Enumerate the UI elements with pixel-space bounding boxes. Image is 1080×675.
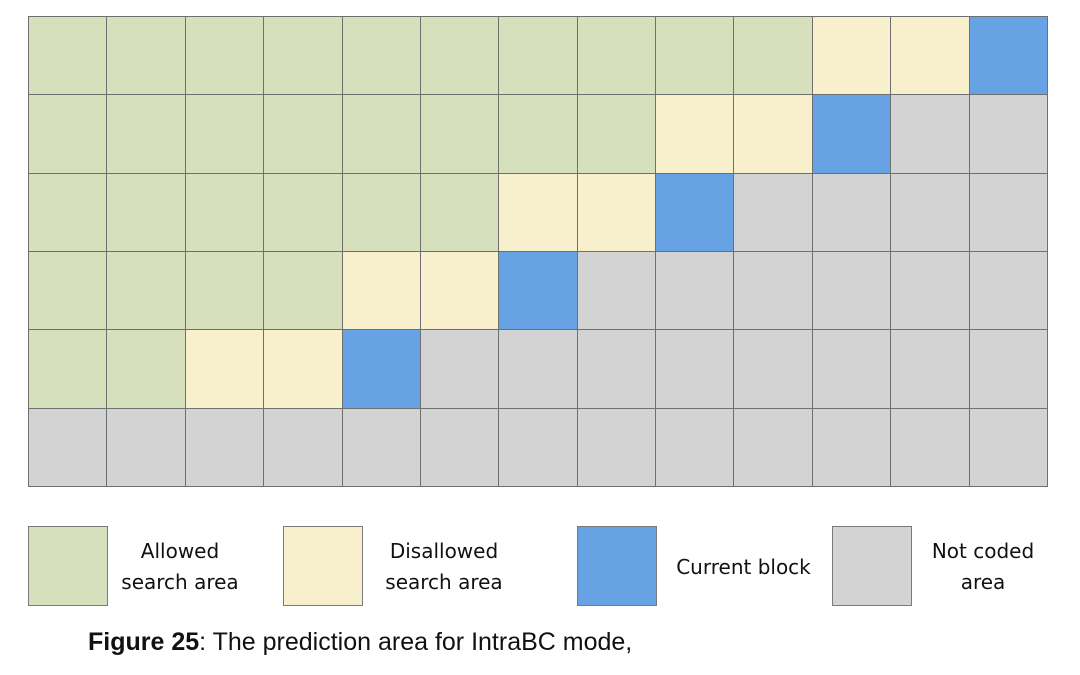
grid-cell-disallowed: [812, 17, 892, 96]
grid-cell-allowed: [107, 173, 186, 252]
grid-cell-allowed: [107, 252, 186, 331]
grid-cell-allowed: [264, 173, 343, 252]
grid-cell-disallowed: [499, 173, 578, 252]
grid-cell-current: [812, 95, 892, 174]
legend-label-not-coded: Not coded area: [931, 539, 1035, 594]
legend-swatch-allowed: [28, 526, 108, 606]
grid-cell-allowed: [185, 17, 265, 96]
grid-cell-allowed: [342, 17, 421, 96]
grid-cell-not-coded: [420, 330, 500, 409]
caption-text: : The prediction area for IntraBC mode,: [199, 628, 633, 656]
grid-cell-not-coded: [656, 252, 735, 331]
grid-cell-not-coded: [499, 330, 578, 409]
grid-cell-not-coded: [420, 408, 500, 487]
grid-cell-allowed: [185, 95, 265, 174]
grid-cell-disallowed: [420, 252, 500, 331]
grid-cell-not-coded: [812, 408, 892, 487]
grid-cell-disallowed: [656, 95, 735, 174]
grid-cell-disallowed: [577, 173, 657, 252]
grid-cell-disallowed: [734, 95, 813, 174]
legend-label-disallowed: Disallowed search area: [385, 539, 503, 594]
grid-cell-allowed: [420, 95, 500, 174]
grid-cell-not-coded: [969, 252, 1048, 331]
grid-cell-not-coded: [891, 330, 970, 409]
legend-swatch-disallowed: [283, 526, 363, 606]
grid-cell-allowed: [656, 17, 735, 96]
legend-swatch-current: [577, 526, 657, 606]
grid-cell-allowed: [29, 252, 108, 331]
grid-cell-not-coded: [29, 408, 108, 487]
redaction-mark: [683, 630, 933, 662]
grid-cell-disallowed: [264, 330, 343, 409]
grid-cell-allowed: [29, 330, 108, 409]
grid-cell-current: [499, 252, 578, 331]
grid-cell-not-coded: [734, 330, 813, 409]
grid-cell-not-coded: [812, 252, 892, 331]
grid-cell-not-coded: [577, 252, 657, 331]
grid-cell-not-coded: [107, 408, 186, 487]
grid-cell-allowed: [264, 95, 343, 174]
grid-cell-not-coded: [969, 408, 1048, 487]
grid-cell-allowed: [577, 17, 657, 96]
grid-cell-not-coded: [891, 252, 970, 331]
grid-cell-not-coded: [812, 173, 892, 252]
grid-cell-current: [342, 330, 421, 409]
grid-cell-not-coded: [891, 408, 970, 487]
grid-cell-not-coded: [185, 408, 265, 487]
grid-cell-current: [969, 17, 1048, 96]
grid-cell-allowed: [185, 173, 265, 252]
grid-cell-allowed: [342, 95, 421, 174]
legend-label-current: Current block: [676, 554, 811, 579]
grid-cell-allowed: [342, 173, 421, 252]
grid-cell-allowed: [29, 95, 108, 174]
grid-cell-not-coded: [499, 408, 578, 487]
grid-cell-not-coded: [656, 408, 735, 487]
grid-cell-not-coded: [577, 408, 657, 487]
grid-cell-allowed: [107, 17, 186, 96]
grid-cell-allowed: [420, 173, 500, 252]
grid-cell-not-coded: [891, 95, 970, 174]
grid-cell-not-coded: [577, 330, 657, 409]
grid-cell-disallowed: [891, 17, 970, 96]
grid-cell-allowed: [185, 252, 265, 331]
grid-cell-allowed: [420, 17, 500, 96]
grid-cell-disallowed: [185, 330, 265, 409]
grid-cell-allowed: [107, 95, 186, 174]
grid-cell-not-coded: [264, 408, 343, 487]
grid-cell-allowed: [264, 17, 343, 96]
grid-cell-not-coded: [342, 408, 421, 487]
grid-cell-not-coded: [969, 330, 1048, 409]
figure-number: Figure 25: [88, 628, 200, 656]
grid-cell-allowed: [107, 330, 186, 409]
grid-cell-allowed: [499, 95, 578, 174]
grid-cell-not-coded: [734, 252, 813, 331]
figure-caption: Figure 25: The prediction area for Intra…: [88, 628, 632, 657]
grid-cell-allowed: [577, 95, 657, 174]
grid-cell-not-coded: [969, 95, 1048, 174]
grid-cell-not-coded: [734, 408, 813, 487]
grid-cell-not-coded: [969, 173, 1048, 252]
grid-cell-allowed: [264, 252, 343, 331]
grid-cell-allowed: [29, 17, 108, 96]
grid-cell-disallowed: [342, 252, 421, 331]
grid-cell-not-coded: [656, 330, 735, 409]
grid-cell-current: [656, 173, 735, 252]
grid-cell-not-coded: [812, 330, 892, 409]
grid-cell-not-coded: [891, 173, 970, 252]
legend-swatch-not-coded: [832, 526, 912, 606]
grid-cell-allowed: [29, 173, 108, 252]
legend-label-allowed: Allowed search area: [121, 539, 239, 594]
block-grid: [28, 16, 1048, 487]
grid-cell-allowed: [499, 17, 578, 96]
grid-cell-allowed: [734, 17, 813, 96]
grid-cell-not-coded: [734, 173, 813, 252]
